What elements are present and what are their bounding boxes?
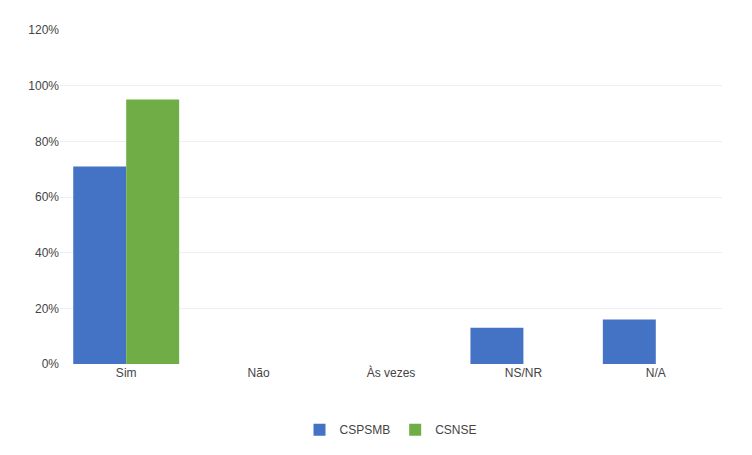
svg-text:40%: 40% [35, 246, 59, 260]
svg-text:N/A: N/A [646, 366, 666, 380]
svg-text:0%: 0% [42, 357, 60, 371]
svg-text:120%: 120% [28, 23, 59, 37]
svg-text:80%: 80% [35, 135, 59, 149]
svg-text:Não: Não [248, 366, 270, 380]
svg-text:20%: 20% [35, 302, 59, 316]
svg-text:CSNSE: CSNSE [435, 423, 476, 437]
svg-text:60%: 60% [35, 190, 59, 204]
svg-text:CSPSMB: CSPSMB [340, 423, 391, 437]
svg-text:NS/NR: NS/NR [505, 366, 543, 380]
svg-text:Sim: Sim [116, 366, 137, 380]
svg-text:Às vezes: Às vezes [367, 365, 416, 380]
svg-text:100%: 100% [28, 79, 59, 93]
